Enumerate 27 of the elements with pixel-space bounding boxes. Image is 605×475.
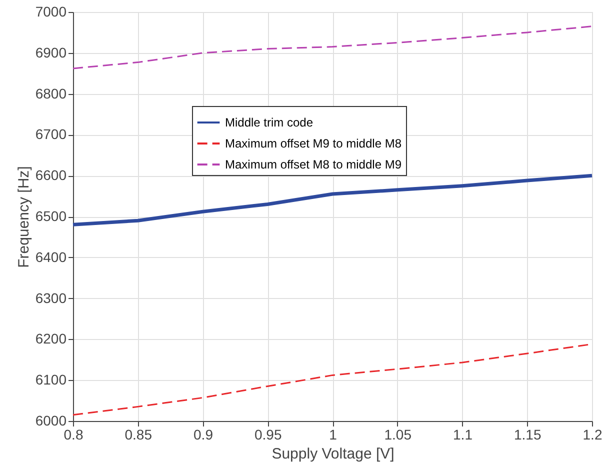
x-tick-label: 0.95: [254, 426, 282, 442]
line-series: [72, 26, 593, 70]
y-tick-label: 6100: [35, 372, 67, 388]
x-tick-label: 1.15: [514, 426, 542, 442]
y-tick-label: 6300: [35, 290, 67, 306]
x-axis-title: Supply Voltage [V]: [272, 446, 394, 462]
legend-label: Maximum offset M9 to middle M8: [225, 136, 402, 150]
y-tick-label: 6500: [35, 208, 67, 224]
x-tick-label: 1: [329, 426, 338, 442]
line-series: [71, 174, 594, 226]
x-tick-label: 0.85: [124, 426, 152, 442]
x-tick-label: 1.2: [582, 426, 602, 442]
y-tick-label: 6600: [35, 167, 67, 184]
x-tick-label: 0.8: [64, 426, 84, 442]
y-tick-label: 6000: [35, 412, 67, 428]
y-tick-label: 6700: [35, 126, 67, 142]
y-tick-label: 7000: [35, 4, 67, 20]
y-tick-label: 6900: [35, 44, 67, 60]
x-tick-label: 1.1: [453, 426, 473, 442]
x-tick-label: 0.9: [194, 426, 214, 442]
legend-label: Maximum offset M8 to middle M9: [225, 158, 402, 172]
y-tick-label: 6200: [35, 330, 67, 347]
y-tick-label: 6400: [35, 248, 67, 265]
legend-label: Middle trim code: [225, 116, 314, 130]
y-tick-label: 6800: [35, 85, 67, 102]
x-tick-label: 1.05: [384, 426, 412, 442]
y-axis-title: Frequency [Hz]: [15, 166, 32, 268]
